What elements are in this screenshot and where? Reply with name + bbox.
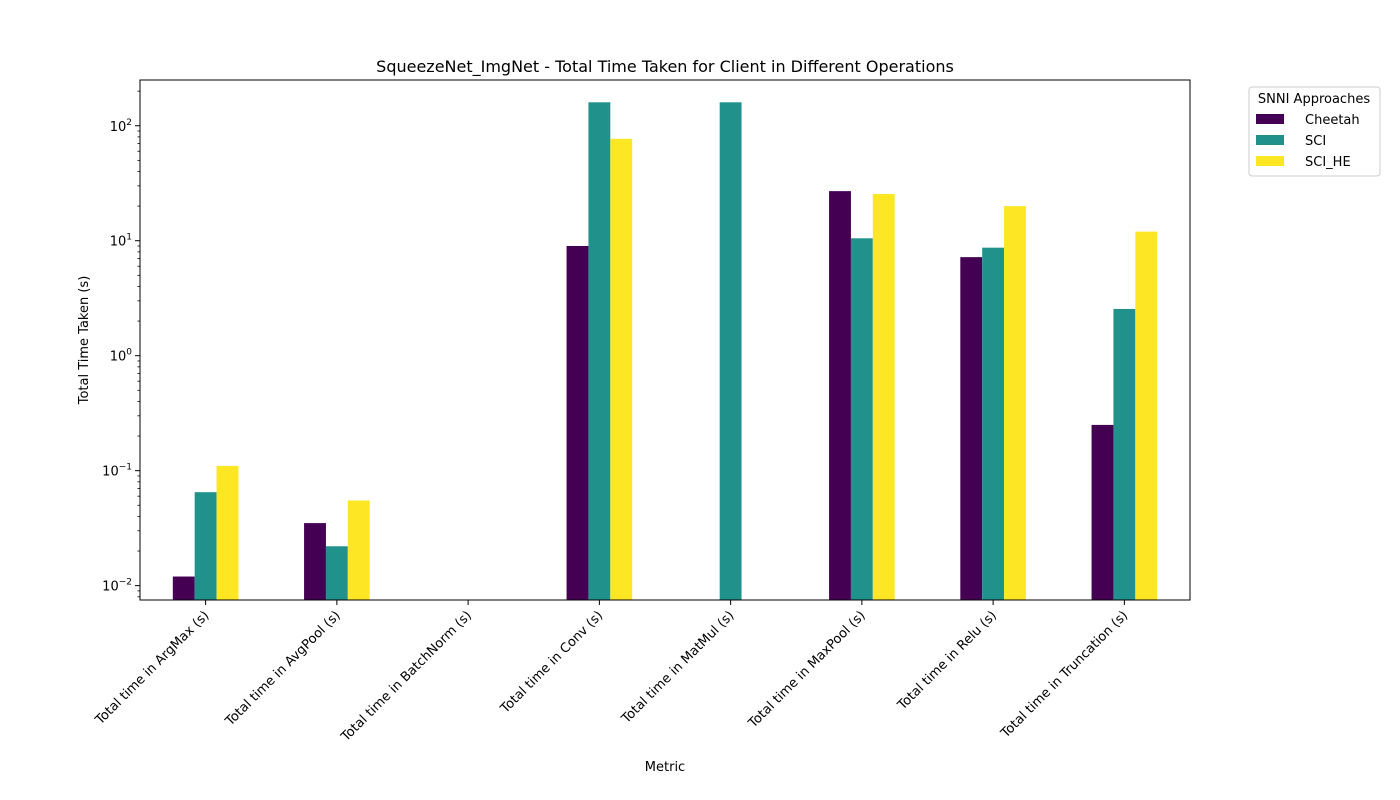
y-tick-label: 10−2 bbox=[102, 578, 132, 595]
y-axis-label: Total Time Taken (s) bbox=[77, 276, 92, 406]
bar-sci-he-7 bbox=[1135, 231, 1158, 600]
bar-sci-he-1 bbox=[347, 500, 370, 600]
x-tick-label: Total time in MaxPool (s) bbox=[745, 608, 869, 732]
legend-label: SCI_HE bbox=[1305, 155, 1351, 170]
bar-cheetah-1 bbox=[304, 523, 326, 600]
x-tick-label: Total time in AvgPool (s) bbox=[222, 608, 344, 730]
bar-sci-he-6 bbox=[1004, 206, 1026, 601]
bar-sci-he-0 bbox=[216, 465, 239, 600]
x-tick-label: Total time in BatchNorm (s) bbox=[338, 608, 475, 745]
legend-swatch-sci-he bbox=[1256, 156, 1284, 166]
bar-cheetah-3 bbox=[566, 245, 589, 600]
legend: SNNI Approaches Cheetah SCI SCI_HE bbox=[1248, 86, 1381, 177]
legend-swatch-cheetah bbox=[1256, 114, 1284, 124]
bar-cheetah-7 bbox=[1091, 424, 1114, 600]
x-tick-label: Total time in Truncation (s) bbox=[998, 608, 1132, 742]
chart-title: SqueezeNet_ImgNet - Total Time Taken for… bbox=[376, 57, 954, 77]
bar-sci-5 bbox=[850, 238, 873, 600]
x-tick-label: Total time in ArgMax (s) bbox=[92, 608, 212, 728]
x-axis: Total time in ArgMax (s) Total time in Av… bbox=[92, 600, 1131, 745]
y-tick-label: 102 bbox=[110, 118, 132, 135]
bar-cheetah-5 bbox=[829, 191, 851, 600]
legend-label: SCI bbox=[1305, 134, 1326, 149]
bar-cheetah-0 bbox=[172, 576, 195, 600]
x-tick-label: Total time in Relu (s) bbox=[894, 608, 1000, 714]
legend-swatch-sci bbox=[1256, 135, 1284, 145]
legend-frame bbox=[1248, 86, 1381, 177]
plot-frame bbox=[139, 79, 1191, 601]
bar-sci-0 bbox=[194, 492, 217, 600]
bar-sci-4 bbox=[719, 102, 742, 600]
bar-sci-he-5 bbox=[872, 193, 895, 601]
y-axis: 10−2 10−1 100 101 102 bbox=[102, 90, 140, 598]
y-tick-label: 100 bbox=[110, 348, 133, 365]
x-axis-label: Metric bbox=[645, 760, 685, 775]
y-tick-label: 10−1 bbox=[102, 463, 132, 480]
bar-sci-1 bbox=[325, 546, 348, 600]
bar-sci-he-3 bbox=[610, 138, 633, 600]
x-tick-label: Total time in Conv (s) bbox=[497, 608, 606, 717]
bar-sci-6 bbox=[982, 247, 1005, 600]
legend-label: Cheetah bbox=[1305, 113, 1360, 128]
bar-sci-3 bbox=[588, 102, 611, 600]
legend-title: SNNI Approaches bbox=[1258, 92, 1370, 107]
y-tick-label: 101 bbox=[110, 233, 132, 250]
x-tick-label: Total time in MatMul (s) bbox=[618, 608, 737, 727]
bars-group bbox=[172, 102, 1158, 601]
bar-sci-7 bbox=[1113, 308, 1136, 600]
bar-cheetah-6 bbox=[960, 257, 983, 600]
